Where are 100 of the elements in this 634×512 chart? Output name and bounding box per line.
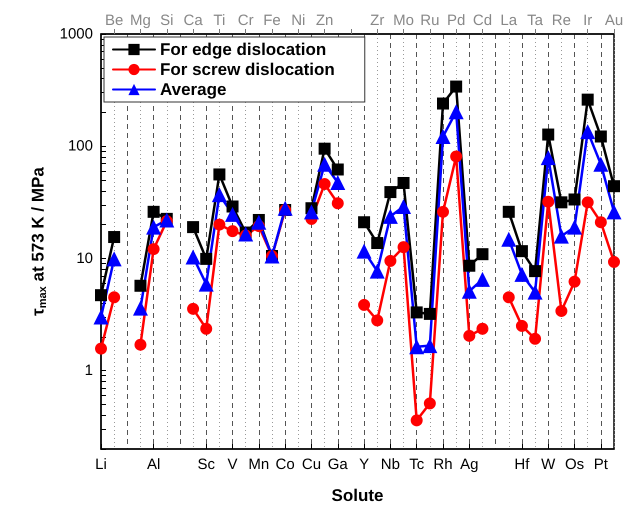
point	[213, 218, 226, 231]
point	[356, 244, 372, 259]
point	[226, 225, 239, 238]
point	[251, 214, 266, 230]
point	[582, 94, 594, 106]
point	[555, 196, 568, 208]
point	[437, 98, 449, 110]
point	[317, 156, 332, 172]
point	[594, 216, 607, 228]
point	[501, 232, 516, 247]
point	[410, 414, 423, 426]
point	[540, 150, 556, 166]
point	[424, 308, 436, 320]
point	[409, 339, 424, 354]
point	[213, 168, 226, 180]
point	[463, 330, 476, 342]
point	[516, 245, 528, 258]
point	[436, 129, 450, 144]
y-tick-label: 1	[84, 362, 93, 380]
legend-label: For edge dislocation	[160, 40, 326, 59]
x-tick-label: La	[500, 12, 518, 29]
x-tick-label: Ta	[527, 12, 544, 29]
point	[332, 163, 344, 176]
point	[476, 322, 488, 335]
point	[450, 150, 462, 162]
x-tick-label: Ir	[583, 12, 592, 29]
point	[396, 199, 412, 214]
point	[424, 397, 436, 410]
x-tick-label: Pt	[594, 456, 609, 473]
point	[200, 252, 212, 265]
point	[384, 186, 396, 198]
point	[318, 142, 331, 155]
legend-label: Average	[160, 80, 226, 99]
point	[462, 284, 477, 299]
point	[529, 265, 542, 278]
point	[134, 280, 146, 292]
x-tick-label: Cu	[302, 456, 322, 473]
point	[528, 284, 543, 300]
point	[437, 206, 449, 218]
point	[568, 193, 581, 206]
x-tick-label: Co	[276, 456, 295, 473]
x-tick-label: Rh	[433, 456, 453, 473]
x-tick-label: Hf	[514, 456, 530, 473]
point	[398, 241, 410, 254]
point	[448, 104, 464, 120]
point	[358, 298, 370, 311]
x-tick-label: Ni	[291, 12, 306, 29]
y-tick-label: 100	[68, 138, 93, 155]
point	[278, 200, 293, 216]
y-axis-title: τmax at 573 K / MPa	[28, 166, 50, 316]
point	[608, 256, 620, 268]
point	[474, 272, 490, 287]
point	[606, 204, 622, 220]
x-tick-label: Ru	[420, 12, 440, 29]
point	[371, 237, 384, 250]
point	[186, 249, 201, 264]
x-tick-label: Si	[160, 12, 174, 29]
x-tick-label: Li	[95, 456, 107, 473]
x-tick-label: Mo	[393, 12, 414, 29]
point	[476, 248, 488, 260]
point	[568, 276, 581, 288]
point	[95, 289, 107, 302]
x-tick-label: Re	[552, 12, 571, 29]
point	[542, 196, 554, 208]
point	[332, 197, 344, 210]
point	[146, 220, 162, 235]
point	[555, 304, 568, 317]
x-tick-label: Pd	[446, 12, 466, 29]
point	[200, 322, 212, 335]
x-tick-label: Tc	[409, 456, 425, 473]
point	[371, 314, 384, 326]
x-tick-label: Au	[604, 12, 624, 29]
x-tick-label: V	[228, 456, 238, 473]
x-tick-label: Ag	[460, 456, 478, 473]
x-tick-label: Fe	[263, 12, 281, 29]
point	[529, 332, 542, 345]
x-tick-label: Zn	[316, 12, 334, 29]
point	[187, 221, 200, 234]
x-tick-label: Mn	[248, 456, 270, 473]
point	[567, 220, 582, 235]
x-tick-label: Al	[146, 456, 160, 473]
x-tick-label: Os	[564, 456, 584, 473]
point	[422, 338, 438, 354]
x-tick-label: Cd	[472, 12, 492, 29]
point	[330, 174, 346, 190]
point	[198, 276, 214, 292]
x-tick-label: Be	[104, 12, 124, 29]
point	[106, 251, 122, 266]
point	[148, 243, 160, 256]
point	[318, 178, 331, 190]
y-tick-label: 1000	[60, 26, 93, 42]
point	[554, 228, 569, 244]
x-tick-label: Ti	[213, 12, 226, 29]
point	[502, 291, 515, 304]
point	[187, 302, 200, 315]
point	[134, 338, 146, 351]
point	[304, 204, 319, 220]
x-tick-label: Y	[359, 456, 370, 473]
point	[463, 260, 476, 272]
x-tick-label: Ca	[183, 12, 204, 29]
